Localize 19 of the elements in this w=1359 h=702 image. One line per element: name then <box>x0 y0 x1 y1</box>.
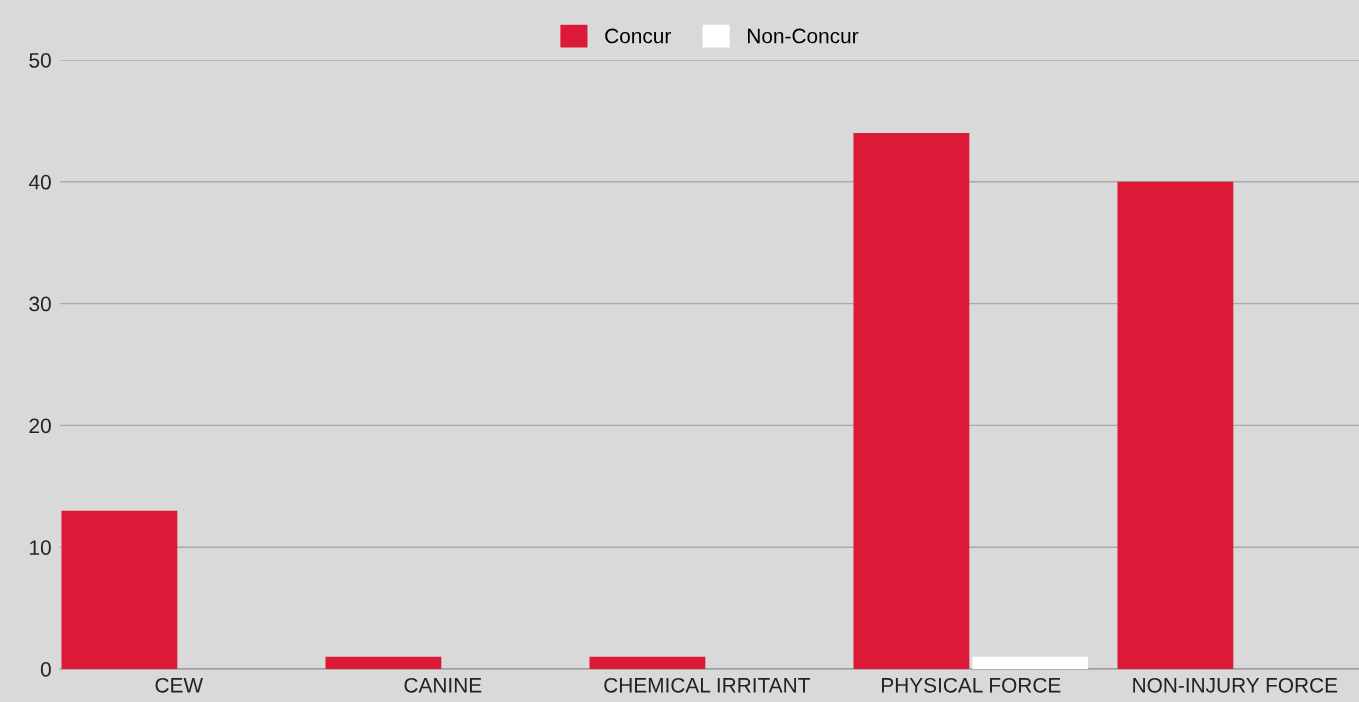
y-tick-label: 10 <box>30 540 51 555</box>
x-tick-label: CANINE <box>404 677 482 693</box>
legend-label: Non-Concur <box>748 28 859 44</box>
y-tick-label: 20 <box>29 418 51 434</box>
bar <box>972 656 1089 669</box>
bar <box>853 133 970 669</box>
x-tick-label: CEW <box>155 677 204 693</box>
y-tick-label: 30 <box>29 296 51 312</box>
legend-label: Concur <box>605 28 671 44</box>
y-tick-label: 50 <box>29 53 51 68</box>
bar <box>589 656 706 669</box>
x-tick-label: NON-INJURY FORCE <box>1133 677 1338 693</box>
bar <box>1117 181 1234 669</box>
x-tick-label: PHYSICAL FORCE <box>882 677 1061 693</box>
y-tick-label: 0 <box>40 662 51 677</box>
y-tick-label: 40 <box>28 174 51 190</box>
bar <box>325 656 442 669</box>
x-tick-label: CHEMICAL IRRITANT <box>604 677 810 693</box>
bar <box>61 510 178 669</box>
